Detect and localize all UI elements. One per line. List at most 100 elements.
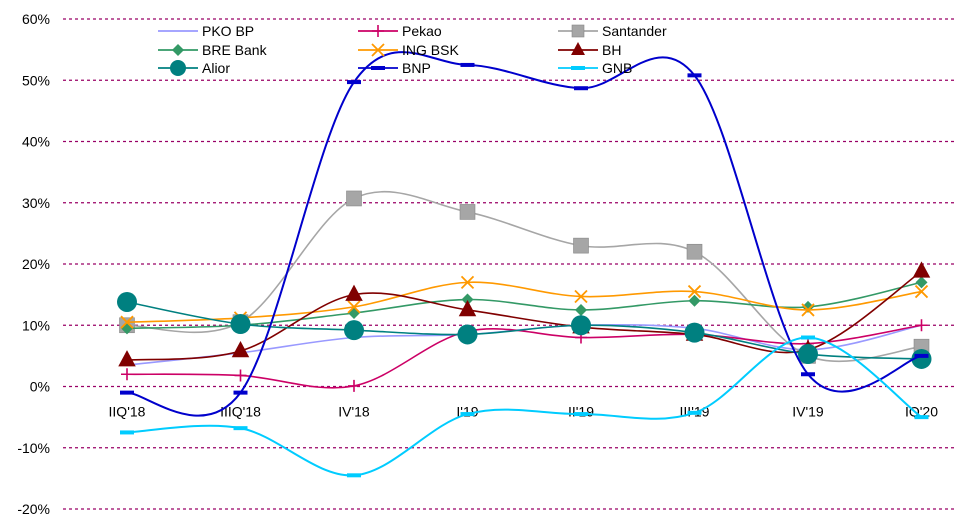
y-tick-label: -10% (17, 440, 50, 456)
series-alior (117, 291, 932, 369)
data-point (233, 390, 248, 395)
legend-marker (571, 66, 585, 70)
legend-label: Pekao (402, 23, 442, 39)
legend-item: Pekao (358, 23, 442, 39)
data-point (912, 261, 931, 278)
data-point (459, 204, 476, 220)
x-tick-label: IV'19 (792, 404, 824, 420)
legend: PKO BP Pekao Santander BRE Bank ING BSK BH Ali… (158, 23, 667, 76)
data-point (914, 415, 929, 420)
data-point (118, 350, 136, 367)
legend-marker (170, 60, 186, 76)
legend-item: Santander (558, 23, 667, 39)
legend-marker (372, 25, 384, 37)
x-tick-label: II'19 (568, 404, 594, 420)
series-group (117, 51, 932, 478)
data-point (346, 190, 362, 207)
y-tick-label: 20% (22, 256, 50, 272)
x-tick-label: IIQ'18 (109, 404, 146, 420)
y-tick-label: 40% (22, 134, 50, 150)
y-tick-label: 50% (22, 72, 50, 88)
series-line (126, 281, 922, 323)
data-point (347, 80, 361, 85)
data-point (348, 307, 360, 319)
data-point (798, 344, 818, 365)
legend-marker (571, 24, 585, 38)
data-point (688, 294, 701, 307)
data-point (120, 315, 134, 329)
data-point (457, 324, 478, 345)
legend-item: Alior (158, 60, 230, 76)
legend-item: BNP (358, 60, 431, 76)
data-point (461, 293, 474, 306)
legend-label: BNP (402, 60, 431, 76)
data-point (348, 379, 360, 392)
data-point (230, 314, 251, 335)
y-tick-label: 60% (22, 11, 50, 27)
data-point (914, 284, 929, 299)
data-point (574, 86, 588, 91)
data-point (460, 275, 475, 290)
data-point (121, 368, 133, 381)
legend-label: Santander (602, 23, 667, 39)
data-point (574, 412, 588, 417)
data-point (460, 412, 475, 417)
legend-label: PKO BP (202, 23, 254, 39)
data-point (460, 62, 475, 67)
data-point (344, 320, 364, 341)
data-point (345, 284, 363, 301)
legend-label: GNB (602, 60, 632, 76)
data-point (687, 284, 702, 299)
data-point (231, 340, 250, 358)
x-tick-label: IIIQ'18 (220, 404, 261, 420)
data-point (801, 303, 815, 317)
data-point (574, 289, 588, 304)
series-gnb (120, 335, 929, 478)
x-tick-label: IQ'20 (905, 404, 938, 420)
series-line (126, 51, 922, 417)
legend-item: BRE Bank (158, 42, 268, 58)
data-point (801, 335, 815, 340)
data-point (686, 243, 703, 260)
x-axis: IIQ'18IIIQ'18IV'18I'19II'19III'19IV'19IQ… (109, 404, 939, 420)
legend-marker (571, 42, 585, 55)
y-tick-label: -20% (17, 501, 50, 515)
data-point (571, 315, 591, 336)
data-point (573, 237, 589, 254)
y-tick-label: 10% (22, 317, 50, 333)
data-point (687, 73, 702, 78)
data-point (347, 300, 361, 314)
legend-item: GNB (558, 60, 632, 76)
data-point (117, 291, 137, 312)
y-tick-label: 30% (22, 195, 50, 211)
legend-item: BH (558, 42, 621, 58)
data-point (347, 473, 361, 478)
series-ing-bsk (120, 275, 929, 329)
legend-label: ING BSK (402, 42, 459, 58)
data-point (233, 426, 248, 431)
data-point (458, 299, 477, 317)
series-line (126, 281, 922, 330)
legend-marker (371, 66, 385, 70)
x-tick-label: IV'18 (338, 404, 370, 420)
data-point (684, 322, 705, 343)
legend-item: ING BSK (358, 42, 459, 58)
data-point (120, 390, 134, 395)
legend-label: BH (602, 42, 621, 58)
data-point (915, 276, 928, 289)
y-tick-label: 0% (30, 379, 50, 395)
legend-label: Alior (202, 60, 230, 76)
data-point (234, 369, 247, 382)
grid-lines (63, 18, 955, 510)
series-bnp (120, 51, 929, 417)
data-point (687, 410, 702, 415)
legend-item: PKO BP (158, 23, 254, 39)
data-point (915, 319, 928, 332)
data-point (914, 353, 929, 358)
data-point (575, 303, 587, 316)
data-point (120, 430, 134, 435)
data-point (801, 372, 815, 377)
legend-marker (371, 43, 385, 57)
y-axis: -20% -10% 0% 10% 20% 30% 40% 50% 60% (17, 11, 50, 515)
